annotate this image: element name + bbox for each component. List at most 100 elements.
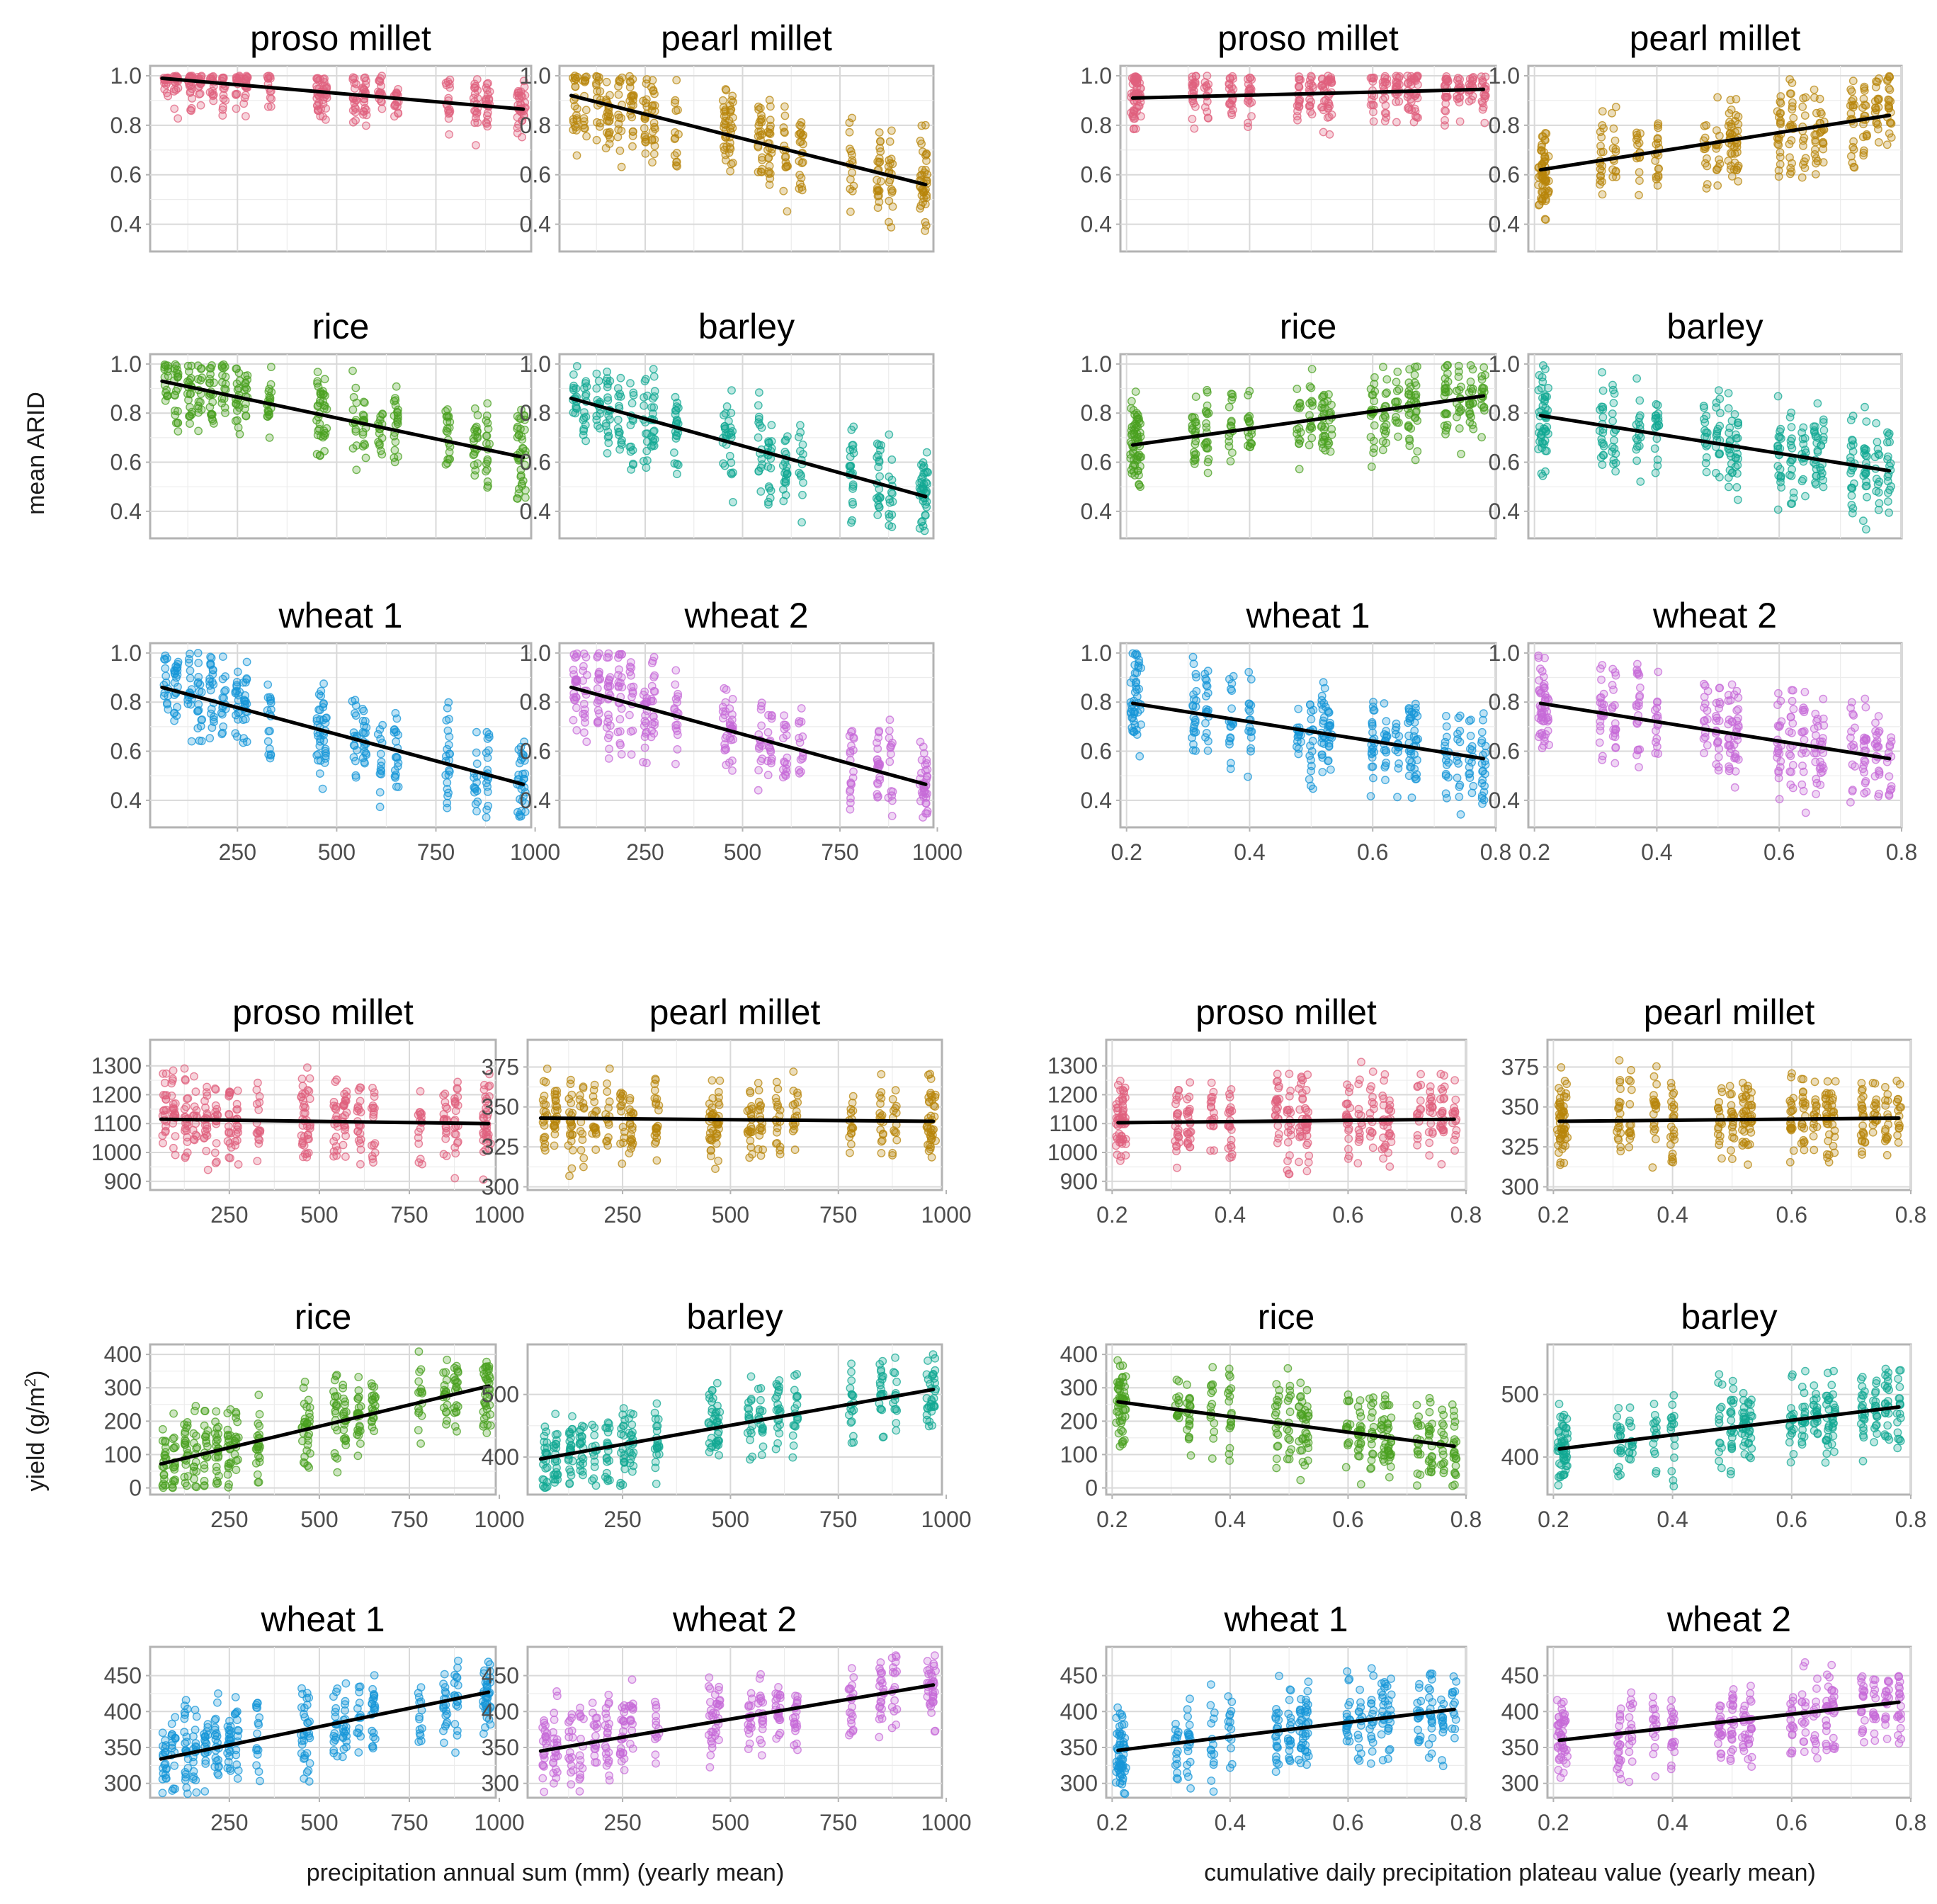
scatter-point (1405, 434, 1414, 443)
scatter-point (1309, 784, 1317, 793)
scatter-point (1632, 456, 1642, 465)
scatter-point (209, 419, 218, 428)
scatter-point (1382, 388, 1392, 397)
scatter-point (1411, 408, 1421, 417)
scatter-point (1539, 684, 1548, 693)
scatter-point (203, 1165, 212, 1174)
scatter-point (1405, 441, 1414, 450)
scatter-point (208, 723, 217, 732)
y-tick-label: 0.6 (1489, 450, 1520, 475)
y-tick-label: 0.4 (110, 212, 142, 237)
scatter-point (241, 379, 250, 388)
x-tick-label: 750 (417, 839, 455, 865)
scatter-point (360, 85, 369, 94)
scatter-point (482, 805, 492, 815)
scatter-point (1378, 446, 1387, 455)
scatter-point (1369, 774, 1378, 783)
scatter-point (727, 409, 736, 417)
scatter-point (1652, 703, 1661, 713)
scatter-point (1715, 131, 1724, 140)
scatter-point (1467, 788, 1477, 798)
scatter-point (1477, 727, 1487, 737)
scatter-point (1819, 714, 1828, 723)
scatter-point (208, 410, 217, 419)
scatter-point (1444, 758, 1453, 767)
scatter-point (1885, 85, 1895, 94)
x-tick-label: 750 (390, 1202, 428, 1228)
scatter-point (173, 703, 182, 712)
scatter-point (765, 96, 774, 105)
scatter-point (190, 1072, 198, 1081)
scatter-point (1541, 154, 1550, 164)
scatter-point (225, 1087, 234, 1096)
scatter-point (674, 692, 682, 701)
scatter-point (1773, 505, 1783, 514)
scatter-point (1608, 447, 1616, 456)
scatter-point (1611, 759, 1620, 768)
scatter-point (163, 392, 171, 401)
scatter-point (649, 652, 659, 662)
panel-arid-plateau-wheat1: wheat 10.40.60.81.00.2 0.4 0.6 0.8 (1081, 596, 1512, 865)
scatter-point (625, 710, 634, 720)
scatter-point (169, 1143, 178, 1152)
scatter-point (670, 151, 679, 160)
scatter-point (1324, 756, 1333, 766)
scatter-point (1225, 402, 1234, 412)
scatter-point (1441, 107, 1450, 116)
scatter-point (376, 749, 385, 759)
scatter-point (217, 708, 226, 718)
scatter-point (754, 786, 763, 795)
panel-title: barley (1666, 307, 1763, 346)
scatter-point (1307, 383, 1316, 392)
scatter-point (1785, 413, 1795, 421)
scatter-point (218, 728, 227, 737)
scatter-point (1858, 516, 1868, 526)
scatter-point (443, 428, 452, 436)
scatter-point (671, 759, 680, 769)
scatter-point (482, 412, 492, 420)
scatter-point (266, 72, 275, 81)
scatter-point (322, 749, 330, 758)
scatter-point (1609, 428, 1618, 437)
scatter-point (360, 759, 369, 768)
scatter-point (348, 405, 358, 414)
scatter-point (728, 766, 737, 775)
scatter-point (1306, 422, 1315, 431)
scatter-point (171, 1132, 180, 1141)
scatter-point (1453, 74, 1462, 83)
scatter-point (1861, 703, 1870, 712)
scatter-point (1785, 75, 1795, 84)
scatter-point (921, 120, 930, 130)
scatter-point (569, 715, 578, 725)
scatter-point (627, 750, 636, 759)
scatter-point (1307, 73, 1316, 81)
scatter-point (572, 726, 581, 735)
scatter-point (1874, 137, 1883, 147)
scatter-point (647, 136, 657, 145)
scatter-point (848, 516, 857, 525)
scatter-point (796, 755, 805, 764)
scatter-point (221, 96, 230, 105)
y-tick-label: 0.8 (1081, 689, 1112, 715)
scatter-point (445, 715, 453, 724)
scatter-point (1135, 752, 1144, 761)
scatter-point (628, 726, 637, 735)
scatter-point (470, 404, 479, 413)
scatter-point (581, 718, 589, 727)
scatter-point (671, 666, 681, 675)
scatter-point (518, 435, 527, 444)
scatter-point (348, 444, 358, 453)
scatter-point (1203, 107, 1212, 116)
scatter-point (1411, 107, 1420, 116)
scatter-point (579, 710, 588, 718)
scatter-point (1541, 174, 1550, 183)
y-tick-label: 0.6 (110, 450, 142, 475)
scatter-point (391, 437, 400, 446)
scatter-point (1189, 690, 1198, 699)
scatter-point (1327, 765, 1335, 774)
scatter-point (592, 135, 601, 144)
scatter-point (1870, 453, 1880, 462)
scatter-point (596, 87, 605, 96)
